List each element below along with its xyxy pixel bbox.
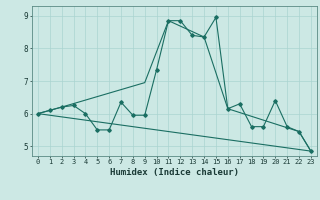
X-axis label: Humidex (Indice chaleur): Humidex (Indice chaleur) <box>110 168 239 177</box>
